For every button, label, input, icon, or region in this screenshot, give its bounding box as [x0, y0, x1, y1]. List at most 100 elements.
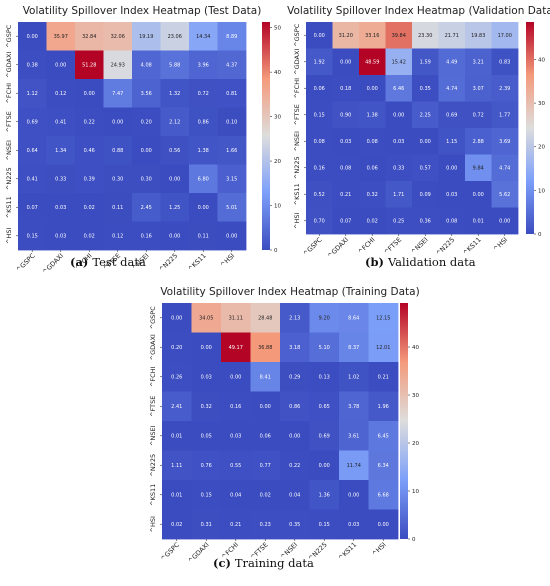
heatmap-cell: [412, 128, 439, 155]
cell-value-label: 0.26: [171, 375, 182, 381]
cell-value-label: 0.90: [340, 113, 351, 119]
cell-value-label: 0.16: [314, 166, 325, 172]
cell-value-label: 0.00: [169, 234, 180, 240]
cell-value-label: 0.07: [340, 219, 351, 225]
heatmap-cell: [332, 128, 360, 155]
heatmap-cell: [18, 50, 47, 80]
cell-value-label: 0.69: [446, 113, 457, 119]
cell-value-label: 0.00: [348, 493, 359, 499]
cell-value-label: 1.25: [169, 205, 180, 211]
cell-value-label: 0.69: [319, 434, 330, 440]
heatmap-cell: [339, 480, 369, 510]
heatmap-cell: [162, 303, 192, 333]
heatmap-cell: [103, 50, 133, 80]
heatmap-cell: [359, 75, 386, 102]
cell-value-label: 0.52: [314, 192, 325, 198]
cell-value-label: 0.00: [446, 166, 457, 172]
heatmap-cell: [132, 221, 161, 251]
cell-value-label: 3.69: [499, 139, 510, 145]
heatmap-cell: [75, 164, 104, 194]
cell-value-label: 1.59: [420, 60, 431, 66]
heatmap-cell: [132, 193, 161, 222]
row-tick-label: ^GSPC: [293, 23, 301, 47]
heatmap-cell: [250, 332, 281, 363]
cell-value-label: 14.34: [196, 34, 210, 40]
heatmap-cell: [162, 332, 192, 363]
cell-value-label: 0.02: [260, 493, 271, 499]
heatmap-cell: [191, 421, 222, 451]
cell-value-label: 2.88: [473, 139, 484, 145]
heatmap-cell: [339, 421, 369, 451]
heatmap-cell: [339, 362, 369, 392]
cell-value-label: 0.00: [171, 316, 182, 322]
cell-value-label: 0.06: [260, 434, 271, 440]
colorbar-tick-label: 0: [538, 232, 542, 238]
cell-value-label: 0.00: [112, 120, 123, 126]
cell-value-label: 2.45: [141, 205, 152, 211]
cell-value-label: 0.57: [420, 166, 431, 172]
heatmap-cell: [46, 50, 76, 80]
heatmap-cell: [221, 421, 251, 451]
cell-value-label: 0.00: [169, 177, 180, 183]
heatmap-cell: [46, 22, 76, 51]
col-tick-label: ^HSI: [370, 541, 387, 558]
colorbar-tick-label: 50: [274, 26, 281, 32]
heatmap-cell: [189, 79, 218, 108]
heatmap-cell: [412, 75, 439, 102]
cell-value-label: 0.25: [393, 219, 404, 225]
cell-value-label: 0.02: [367, 219, 378, 225]
col-tick-label: ^GDAXI: [186, 541, 210, 565]
col-tick-label: ^KS11: [337, 541, 358, 562]
heatmap-cell: [217, 50, 247, 80]
heatmap-cell: [385, 48, 413, 76]
cell-value-label: 0.00: [84, 91, 95, 97]
heatmap-cell: [309, 362, 340, 392]
heatmap-cell: [217, 221, 247, 251]
col-tick-label: ^GDAXI: [41, 252, 65, 276]
cell-value-label: 4.08: [141, 63, 152, 69]
heatmap-cell: [368, 303, 399, 333]
cell-value-label: 5.62: [499, 192, 510, 198]
heatmap-cell: [359, 207, 386, 235]
cell-value-label: 6.80: [198, 177, 209, 183]
cell-value-label: 51.28: [82, 63, 96, 69]
cell-value-label: 23.06: [168, 34, 182, 40]
cell-value-label: 5.88: [169, 63, 180, 69]
col-tick-label: ^NSEI: [410, 236, 430, 256]
cell-value-label: 5.10: [319, 345, 330, 351]
heatmap-cell: [385, 128, 413, 155]
cell-value-label: 0.41: [27, 177, 38, 183]
heatmap-cell: [162, 450, 192, 481]
row-tick-label: ^GSPC: [149, 306, 157, 330]
row-tick-label: ^NSEI: [293, 131, 301, 152]
heatmap-cell: [162, 391, 192, 422]
cell-value-label: 24.93: [111, 63, 125, 69]
heatmap-cell: [191, 303, 222, 333]
cell-value-label: 3.56: [141, 91, 152, 97]
cell-value-label: 2.39: [499, 86, 510, 92]
heatmap-cell: [46, 79, 76, 108]
heatmap-cell: [280, 480, 310, 510]
heatmap-cell: [280, 421, 310, 451]
cell-value-label: 0.88: [112, 148, 123, 154]
cell-value-label: 19.83: [471, 33, 485, 39]
cell-value-label: 0.55: [230, 463, 241, 469]
row-tick-label: ^FTSE: [293, 104, 301, 125]
heatmap-cell: [191, 480, 222, 510]
cell-value-label: 17.00: [498, 33, 512, 39]
heatmap-cell: [75, 221, 104, 251]
heatmap-cell: [280, 509, 310, 540]
cell-value-label: 4.37: [226, 63, 237, 69]
heatmap-cell: [75, 107, 104, 137]
cell-value-label: 19.19: [139, 34, 153, 40]
heatmap-cell: [160, 164, 190, 194]
cell-value-label: 0.08: [340, 166, 351, 172]
cell-value-label: 0.04: [289, 493, 300, 499]
row-tick-label: ^NSEI: [149, 425, 157, 446]
cell-value-label: 0.00: [141, 148, 152, 154]
heatmap-cell: [309, 391, 340, 422]
heatmap-cell: [189, 50, 218, 80]
heatmap-cell: [162, 480, 192, 510]
cell-value-label: 0.00: [420, 139, 431, 145]
